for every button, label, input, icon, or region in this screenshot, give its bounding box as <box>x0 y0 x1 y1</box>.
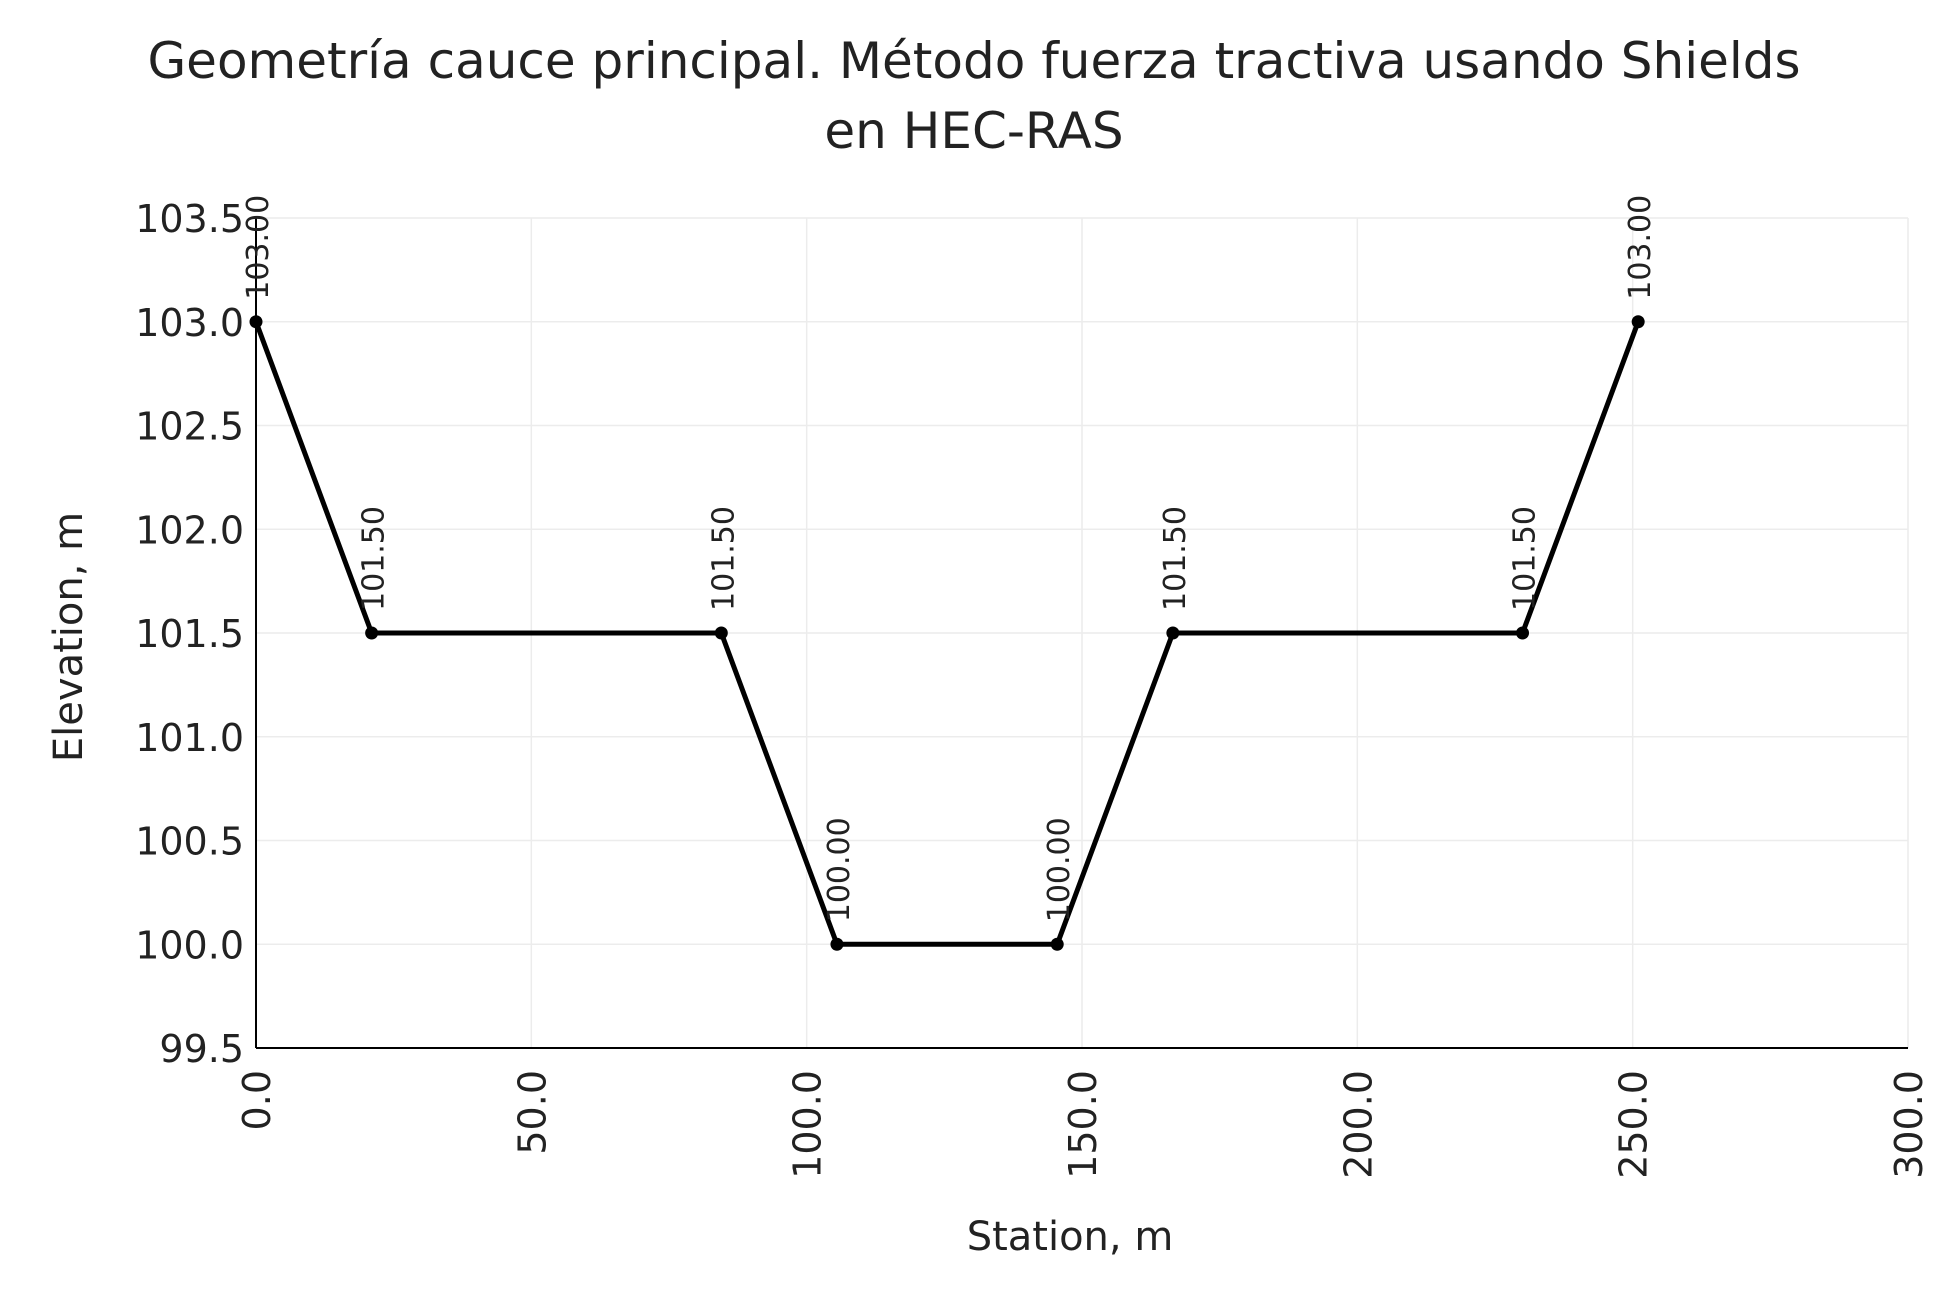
y-tick-label-8: 103.5 <box>135 197 244 241</box>
x-tick-label-0: 0.0 <box>235 1070 279 1130</box>
data-point-6 <box>1516 626 1530 640</box>
data-point-2 <box>714 626 728 640</box>
data-label-3: 100.00 <box>822 817 857 922</box>
data-point-0 <box>249 315 263 329</box>
y-axis-label: Elevation, m <box>46 512 92 762</box>
data-label-4: 100.00 <box>1042 817 1077 922</box>
chart-title: Geometría cauce principal. Método fuerza… <box>0 26 1948 166</box>
data-point-4 <box>1050 937 1064 951</box>
chart-title-line-2: en HEC-RAS <box>824 102 1124 160</box>
y-tick-label-5: 102.0 <box>135 508 244 552</box>
data-point-7 <box>1631 315 1645 329</box>
data-label-6: 101.50 <box>1508 506 1543 611</box>
series-line-0 <box>253 320 1641 947</box>
y-tick-label-1: 100.0 <box>135 923 244 967</box>
x-tick-label-5: 250.0 <box>1612 1070 1656 1179</box>
chart-title-line-1: Geometría cauce principal. Método fuerza… <box>147 32 1801 90</box>
y-tick-label-0: 99.5 <box>159 1027 244 1071</box>
data-point-5 <box>1166 626 1180 640</box>
data-label-2: 101.50 <box>706 506 741 611</box>
data-label-5: 101.50 <box>1158 506 1193 611</box>
y-tick-label-7: 103.0 <box>135 301 244 345</box>
x-tick-label-1: 50.0 <box>510 1070 554 1155</box>
data-label-7: 103.00 <box>1623 195 1658 300</box>
x-tick-label-3: 150.0 <box>1061 1070 1105 1179</box>
x-tick-label-2: 100.0 <box>786 1070 830 1179</box>
data-label-1: 101.50 <box>357 506 392 611</box>
x-tick-label-4: 200.0 <box>1336 1070 1380 1179</box>
x-axis-label: Station, m <box>967 1214 1174 1260</box>
y-tick-label-6: 102.5 <box>135 405 244 449</box>
data-label-0: 103.00 <box>241 195 276 300</box>
data-point-1 <box>365 626 379 640</box>
y-tick-label-3: 101.0 <box>135 716 244 760</box>
data-point-3 <box>830 937 844 951</box>
y-tick-label-4: 101.5 <box>135 612 244 656</box>
y-tick-label-2: 100.5 <box>135 820 244 864</box>
x-tick-label-6: 300.0 <box>1887 1070 1931 1179</box>
